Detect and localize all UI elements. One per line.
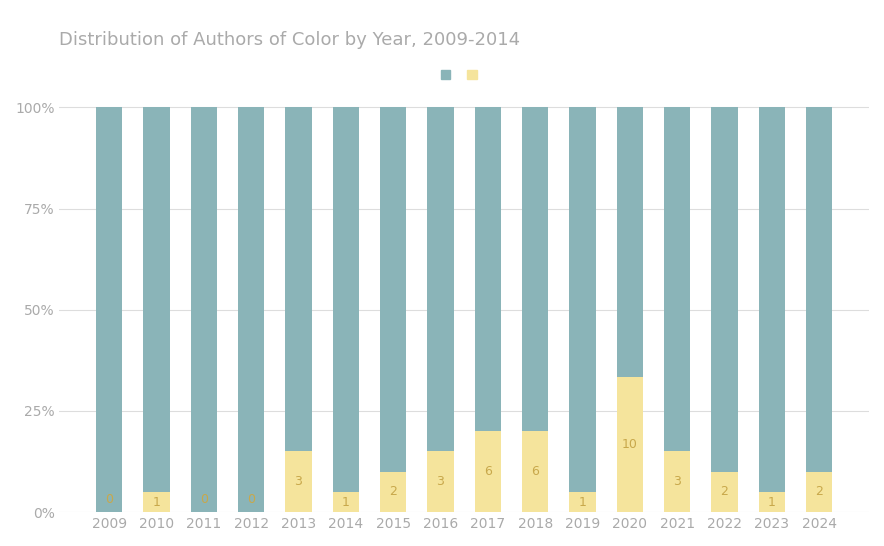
Bar bbox=[712, 472, 737, 512]
Text: 1: 1 bbox=[768, 496, 776, 508]
Bar bbox=[380, 108, 406, 472]
Bar bbox=[143, 108, 170, 492]
Text: 1: 1 bbox=[342, 496, 350, 508]
Text: 2: 2 bbox=[389, 485, 397, 498]
Bar bbox=[664, 108, 690, 452]
Text: 2: 2 bbox=[815, 485, 823, 498]
Bar bbox=[380, 472, 406, 512]
Bar bbox=[96, 108, 122, 512]
Bar bbox=[664, 452, 690, 512]
Text: 6: 6 bbox=[484, 465, 492, 478]
Text: 3: 3 bbox=[674, 475, 681, 488]
Bar bbox=[238, 108, 264, 512]
Bar bbox=[475, 431, 501, 512]
Text: Distribution of Authors of Color by Year, 2009-2014: Distribution of Authors of Color by Year… bbox=[59, 31, 521, 49]
Text: 10: 10 bbox=[622, 438, 637, 451]
Bar bbox=[806, 108, 832, 472]
Bar bbox=[333, 108, 359, 492]
Bar bbox=[143, 492, 170, 512]
Bar bbox=[428, 452, 453, 512]
Bar bbox=[712, 108, 737, 472]
Bar bbox=[522, 431, 548, 512]
Bar bbox=[333, 492, 359, 512]
Legend: , : , bbox=[440, 68, 488, 82]
Bar bbox=[617, 377, 643, 512]
Bar bbox=[569, 492, 596, 512]
Text: 3: 3 bbox=[294, 475, 302, 488]
Bar bbox=[428, 108, 453, 452]
Text: 0: 0 bbox=[105, 493, 113, 506]
Bar bbox=[286, 452, 311, 512]
Bar bbox=[522, 108, 548, 431]
Text: 1: 1 bbox=[578, 496, 586, 508]
Text: 6: 6 bbox=[531, 465, 539, 478]
Bar bbox=[569, 108, 596, 492]
Bar bbox=[758, 492, 785, 512]
Bar bbox=[475, 108, 501, 431]
Text: 3: 3 bbox=[437, 475, 445, 488]
Text: 1: 1 bbox=[153, 496, 161, 508]
Bar bbox=[286, 108, 311, 452]
Text: 2: 2 bbox=[720, 485, 728, 498]
Bar bbox=[758, 108, 785, 492]
Text: 0: 0 bbox=[248, 493, 255, 506]
Bar bbox=[617, 108, 643, 377]
Bar bbox=[806, 472, 832, 512]
Text: 0: 0 bbox=[200, 493, 208, 506]
Bar bbox=[191, 108, 217, 512]
